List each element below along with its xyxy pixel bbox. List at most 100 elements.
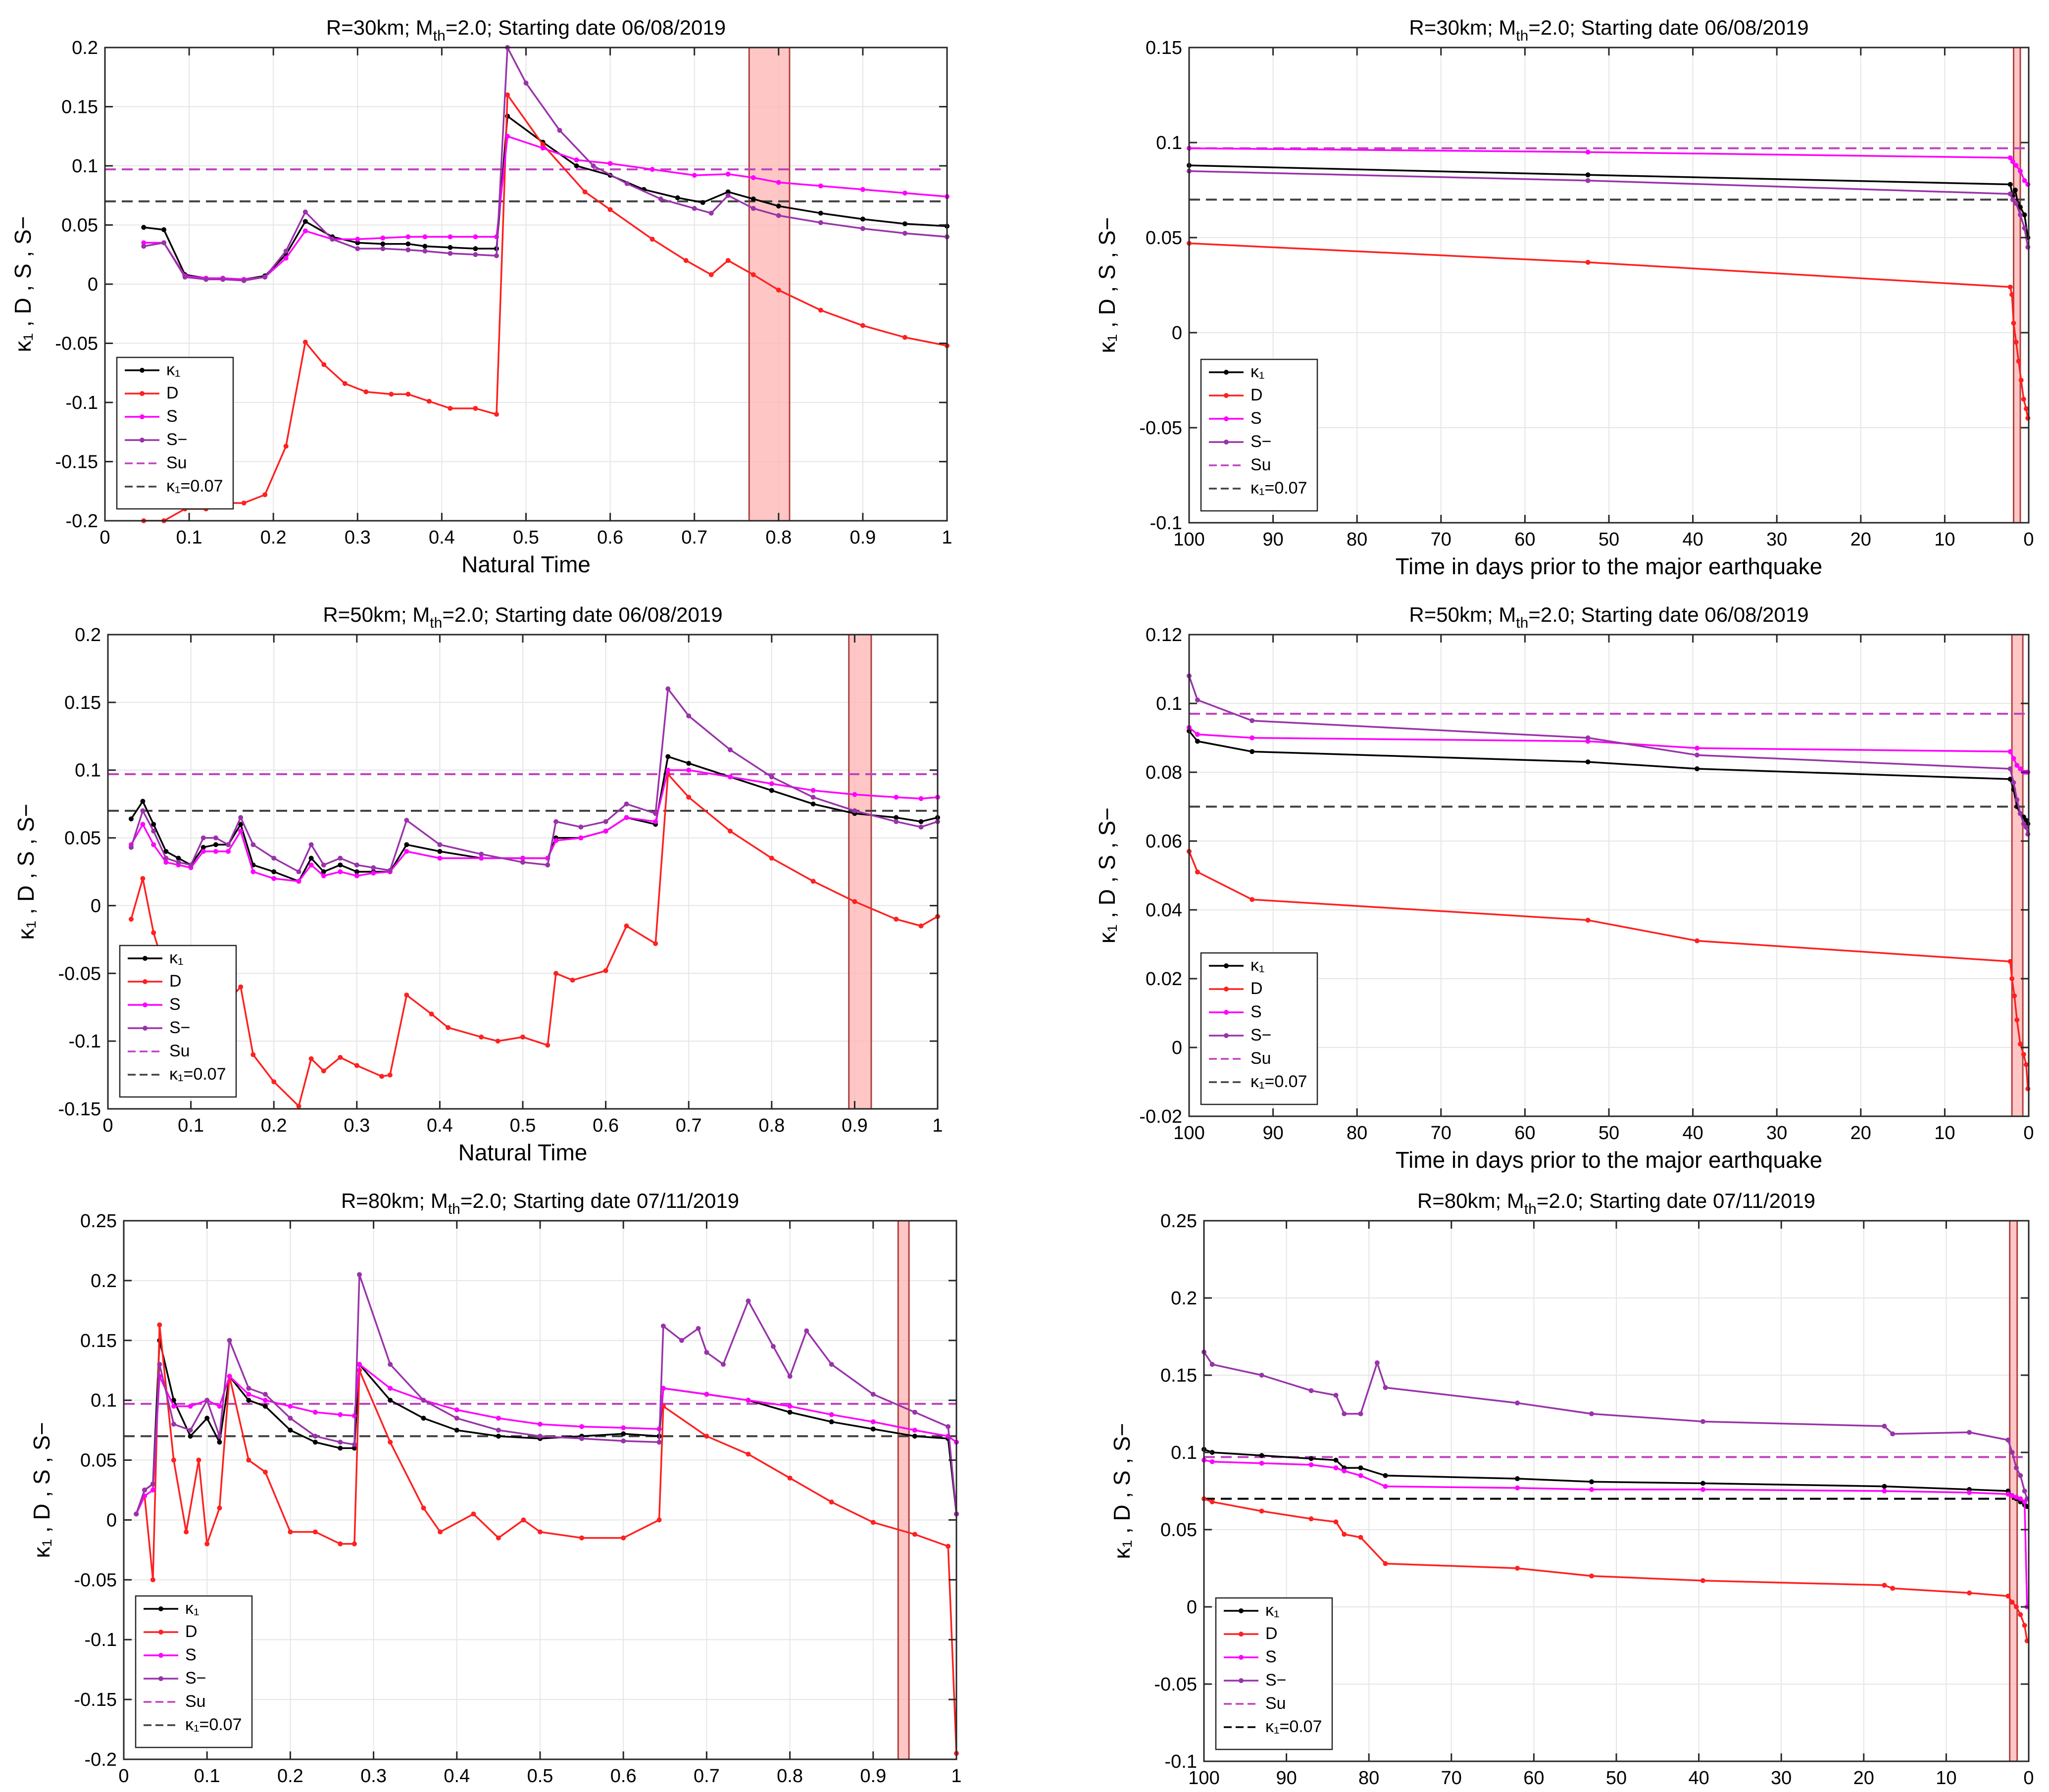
data-point bbox=[494, 253, 499, 258]
data-point bbox=[479, 1034, 484, 1040]
data-point bbox=[721, 1362, 726, 1367]
x-tick-label: 0.8 bbox=[758, 1115, 785, 1136]
y-tick-label: -0.05 bbox=[55, 334, 98, 354]
data-point bbox=[621, 1535, 626, 1541]
data-point bbox=[454, 1407, 459, 1413]
data-point bbox=[404, 842, 409, 847]
data-point bbox=[776, 180, 781, 185]
data-point bbox=[1515, 1566, 1520, 1571]
data-point bbox=[262, 1403, 268, 1409]
data-point bbox=[321, 862, 326, 868]
data-point bbox=[1249, 718, 1255, 723]
series-line bbox=[144, 94, 947, 521]
data-point bbox=[776, 203, 781, 209]
data-point bbox=[607, 161, 613, 166]
data-point bbox=[918, 819, 924, 824]
legend-marker bbox=[1224, 1033, 1229, 1038]
chart-panel-p1: 0 0.1 0.2 0.3 0.4 0.5 0.6 0.7 0.8 0.9 1 -0.2 -0.15 -0… bbox=[10, 16, 952, 577]
data-point bbox=[553, 971, 559, 976]
legend-marker bbox=[1224, 440, 1229, 445]
x-tick-label: 60 bbox=[1514, 529, 1535, 550]
data-point bbox=[496, 1535, 501, 1541]
data-point bbox=[494, 411, 499, 417]
data-point bbox=[241, 278, 247, 283]
data-point bbox=[852, 808, 857, 813]
data-point bbox=[624, 801, 629, 807]
data-point bbox=[505, 134, 510, 139]
data-point bbox=[184, 1529, 189, 1535]
data-point bbox=[296, 879, 301, 884]
series-line bbox=[135, 1274, 956, 1514]
data-point bbox=[818, 220, 823, 225]
data-point bbox=[728, 828, 733, 834]
data-point bbox=[1515, 1476, 1520, 1482]
x-tick-label: 0.7 bbox=[676, 1115, 702, 1136]
data-point bbox=[250, 869, 256, 874]
data-point bbox=[473, 246, 478, 251]
legend-box bbox=[119, 945, 237, 1098]
data-point bbox=[283, 255, 289, 261]
chart-title: R=80km; Mth=2.0; Starting date 07/11/201… bbox=[341, 1189, 739, 1217]
data-point bbox=[128, 845, 134, 850]
x-tick-label: 0.4 bbox=[444, 1766, 470, 1787]
data-point bbox=[151, 828, 156, 834]
title-subscript: th bbox=[1516, 28, 1528, 44]
data-point bbox=[437, 855, 443, 861]
data-point bbox=[302, 228, 308, 234]
x-tick-label: 0.5 bbox=[510, 1115, 536, 1136]
data-point bbox=[918, 923, 924, 929]
x-tick-label: 0.5 bbox=[527, 1766, 553, 1787]
y-tick-label: 0.15 bbox=[1160, 1365, 1197, 1386]
data-point bbox=[852, 899, 857, 904]
chart-title: R=50km; Mth=2.0; Starting date 06/08/201… bbox=[1409, 603, 1808, 631]
x-tick-label: 10 bbox=[1936, 1768, 1956, 1789]
x-tick-label: 10 bbox=[1934, 529, 1955, 550]
data-point bbox=[151, 822, 156, 827]
data-point bbox=[1890, 1431, 1896, 1437]
data-point bbox=[1890, 1586, 1896, 1591]
data-point bbox=[355, 237, 360, 242]
data-point bbox=[912, 1428, 917, 1433]
x-tick-label: 0 bbox=[2023, 1768, 2034, 1789]
y-tick-label: -0.02 bbox=[1139, 1106, 1182, 1127]
data-point bbox=[1882, 1583, 1887, 1588]
data-point bbox=[473, 252, 478, 257]
data-point bbox=[2021, 821, 2026, 827]
data-point bbox=[312, 1529, 318, 1535]
data-point bbox=[894, 916, 899, 922]
data-point bbox=[1209, 1362, 1215, 1367]
data-point bbox=[1695, 752, 1700, 758]
y-tick-label: -0.05 bbox=[58, 963, 101, 984]
data-point bbox=[161, 240, 167, 246]
data-point bbox=[388, 1362, 393, 1367]
data-point bbox=[357, 1272, 362, 1277]
data-point bbox=[624, 181, 630, 186]
x-tick-label: 100 bbox=[1188, 1768, 1219, 1789]
data-point bbox=[302, 219, 308, 224]
x-tick-label: 0.2 bbox=[260, 527, 287, 548]
x-tick-label: 0 bbox=[2023, 1123, 2034, 1144]
data-point bbox=[217, 1505, 222, 1511]
data-point bbox=[422, 249, 428, 254]
data-point bbox=[2010, 159, 2015, 164]
data-point bbox=[2023, 825, 2029, 830]
legend-label: κ₁=0.07 bbox=[169, 1065, 226, 1084]
data-point bbox=[870, 1392, 876, 1397]
x-axis-label: Natural Time bbox=[458, 1140, 588, 1165]
data-point bbox=[746, 1397, 751, 1403]
data-point bbox=[496, 1428, 501, 1433]
data-point bbox=[1695, 746, 1700, 751]
data-point bbox=[725, 258, 731, 263]
data-point bbox=[1333, 1457, 1339, 1463]
x-tick-label: 0.7 bbox=[694, 1766, 720, 1787]
data-point bbox=[1882, 1489, 1887, 1493]
data-point bbox=[894, 815, 899, 820]
data-point bbox=[271, 855, 277, 861]
data-point bbox=[1585, 149, 1591, 155]
legend-marker bbox=[1224, 1010, 1229, 1015]
legend-label: S bbox=[166, 407, 178, 426]
data-point bbox=[1585, 259, 1591, 265]
data-point bbox=[140, 822, 146, 827]
data-point bbox=[2014, 1465, 2019, 1471]
